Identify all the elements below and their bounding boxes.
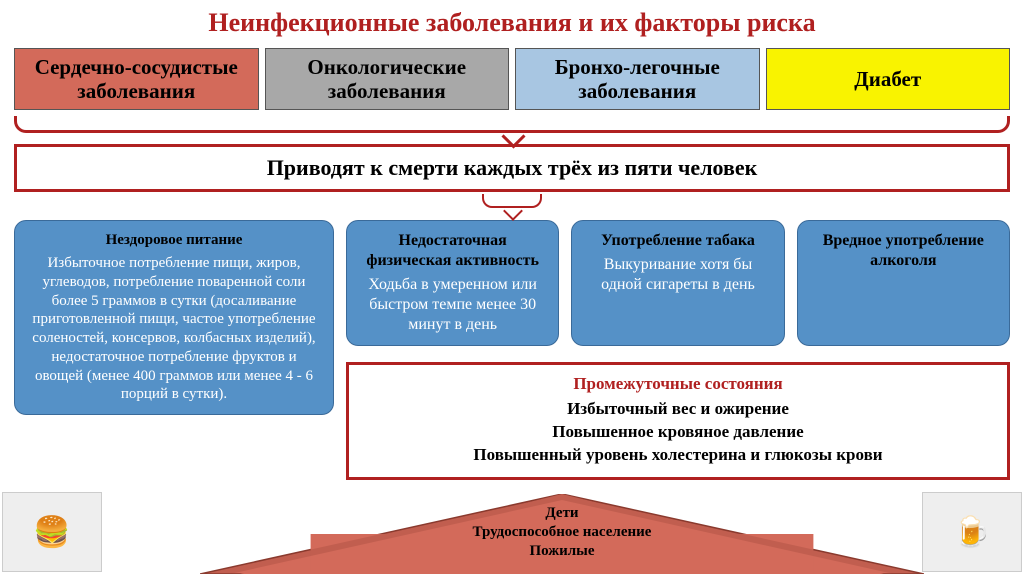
risk-diet-body: Избыточное потребление пищи, жиров, угле… — [32, 255, 315, 402]
risk-factors-row: Нездоровое питание Избыточное потреблени… — [0, 220, 1024, 480]
brace-top — [14, 112, 1010, 144]
drink-image-icon: 🍺 — [922, 492, 1022, 572]
disease-onco: Онкологические заболевания — [265, 48, 510, 110]
risk-activity: Недостаточная физическая активность Ходь… — [346, 220, 559, 346]
risk-right-top: Недостаточная физическая активность Ходь… — [346, 220, 1010, 346]
risk-activity-head: Недостаточная физическая активность — [359, 231, 546, 271]
death-statement: Приводят к смерти каждых трёх из пяти че… — [14, 144, 1010, 192]
risk-alcohol-head: Вредное употребление алкоголя — [810, 231, 997, 271]
food-image-icon: 🍔 — [2, 492, 102, 572]
risk-activity-body: Ходьба в умеренном или быстром темпе мен… — [368, 276, 537, 333]
page-title: Неинфекционные заболевания и их факторы … — [0, 0, 1024, 48]
disease-broncho: Бронхо-легочные заболевания — [515, 48, 760, 110]
disease-diabetes: Диабет — [766, 48, 1011, 110]
risk-diet: Нездоровое питание Избыточное потреблени… — [14, 220, 334, 415]
risk-alcohol: Вредное употребление алкоголя — [797, 220, 1010, 346]
disease-row: Сердечно-сосудистые заболевания Онкологи… — [0, 48, 1024, 110]
disease-cardio: Сердечно-сосудистые заболевания — [14, 48, 259, 110]
arrow-l2: Трудоспособное население — [473, 523, 652, 542]
intermediate-states: Промежуточные состояния Избыточный вес и… — [346, 362, 1010, 480]
brace-mid — [482, 192, 542, 220]
arrow-l1: Дети — [545, 504, 578, 523]
intermediate-l3: Повышенный уровень холестерина и глюкозы… — [473, 445, 882, 464]
population-arrow: Дети Трудоспособное население Пожилые — [200, 494, 924, 574]
intermediate-l2: Повышенное кровяное давление — [552, 422, 803, 441]
risk-tobacco-head: Употребление табака — [584, 231, 771, 251]
intermediate-head: Промежуточные состояния — [359, 373, 997, 396]
intermediate-l1: Избыточный вес и ожирение — [567, 399, 789, 418]
arrow-l3: Пожилые — [529, 542, 594, 561]
risk-tobacco-body: Выкуривание хотя бы одной сигареты в ден… — [601, 256, 755, 293]
risk-tobacco: Употребление табака Выкуривание хотя бы … — [571, 220, 784, 346]
risk-diet-head: Нездоровое питание — [27, 231, 321, 250]
